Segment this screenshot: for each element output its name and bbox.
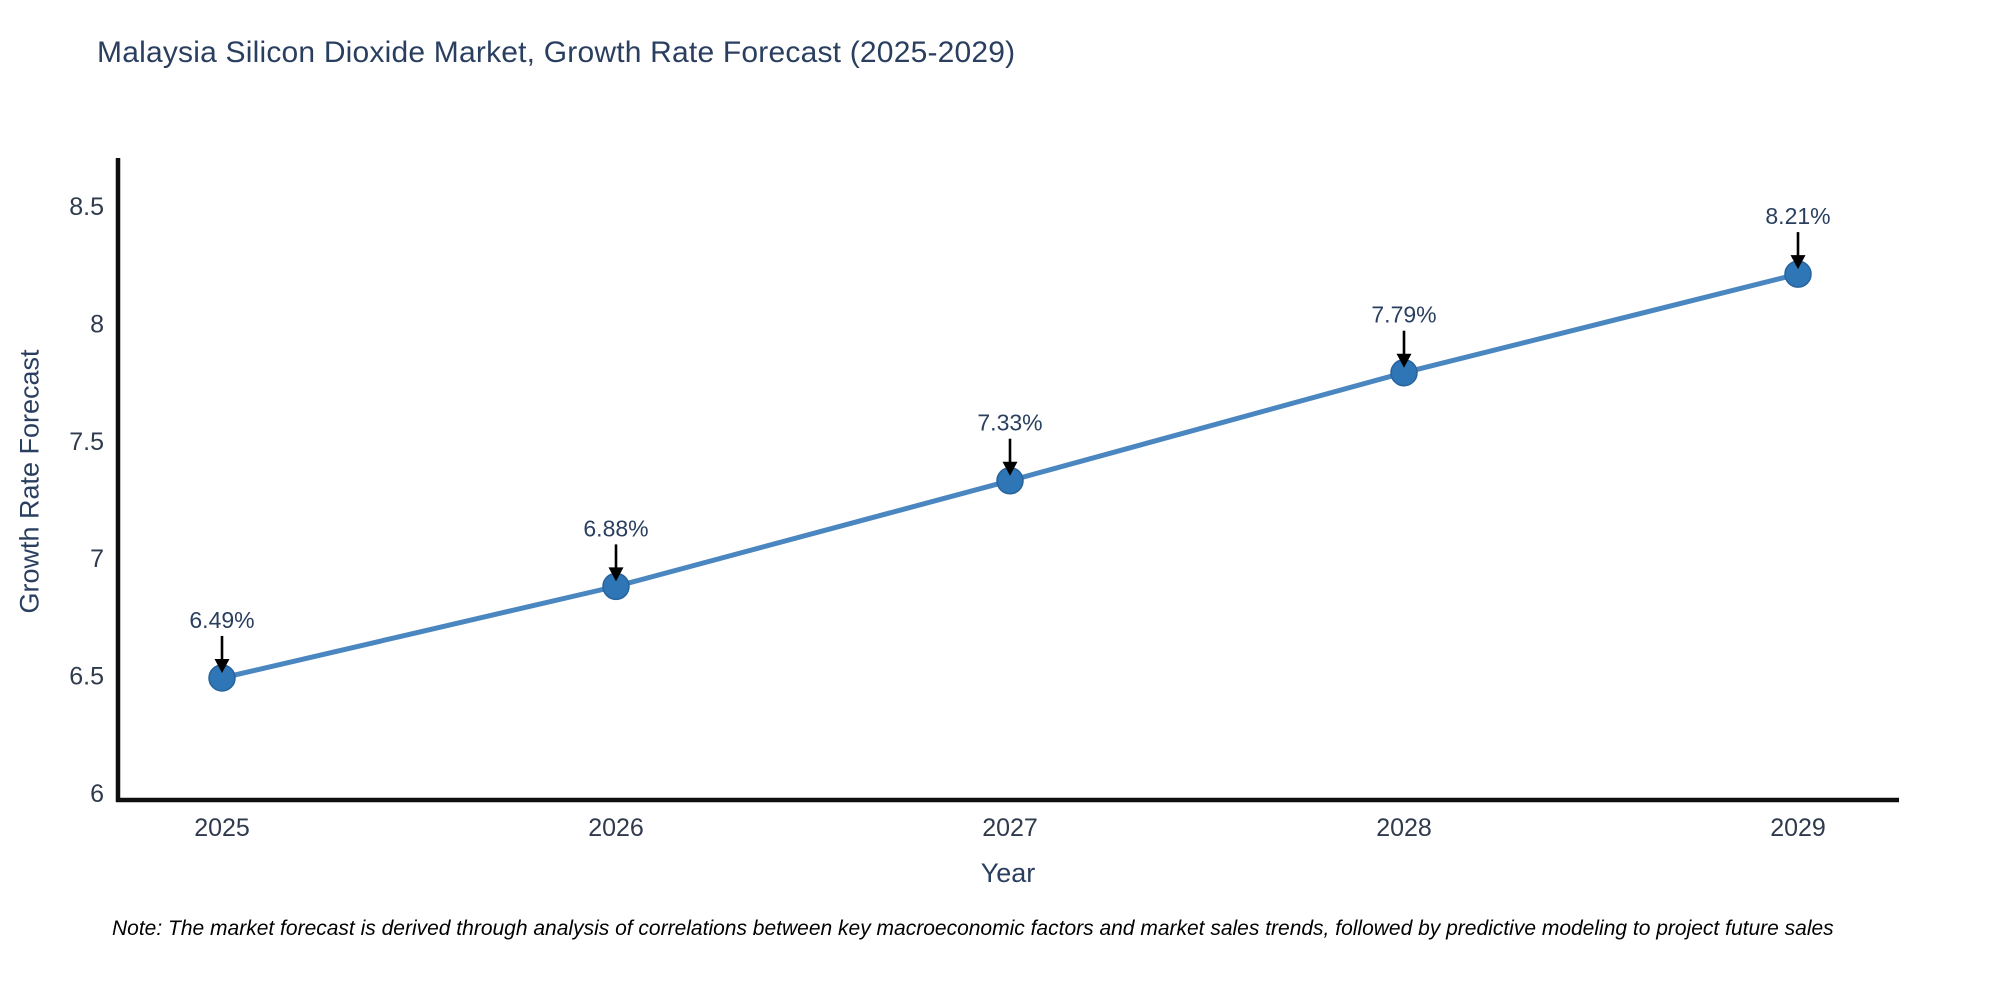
y-tick-label: 8 [90,310,104,338]
annotation-arrow-head [214,658,230,673]
y-tick-label: 6.5 [69,663,104,691]
chart-title: Malaysia Silicon Dioxide Market, Growth … [97,36,1016,69]
point-value-label: 7.33% [977,410,1042,436]
point-value-label: 6.49% [189,607,254,633]
annotation-arrow-head [608,567,624,582]
x-tick-label: 2025 [194,814,250,842]
annotation-arrow-head [1002,461,1018,476]
point-value-label: 7.79% [1371,302,1436,328]
footnote: Note: The market forecast is derived thr… [112,917,1834,940]
y-tick-label: 7 [90,545,104,573]
y-tick-label: 6 [90,780,104,808]
y-axis-title: Growth Rate Forecast [14,349,45,614]
point-value-label: 6.88% [583,515,648,541]
x-tick-label: 2028 [1376,814,1432,842]
annotation-arrow-head [1396,353,1412,368]
x-axis-title: Year [980,858,1036,888]
point-value-label: 8.21% [1765,203,1830,229]
x-tick-label: 2026 [588,814,644,842]
y-tick-label: 7.5 [69,428,104,456]
x-tick-label: 2027 [982,814,1038,842]
x-tick-label: 2029 [1770,814,1826,842]
annotation-arrow-head [1790,255,1806,270]
y-tick-label: 8.5 [69,193,104,221]
